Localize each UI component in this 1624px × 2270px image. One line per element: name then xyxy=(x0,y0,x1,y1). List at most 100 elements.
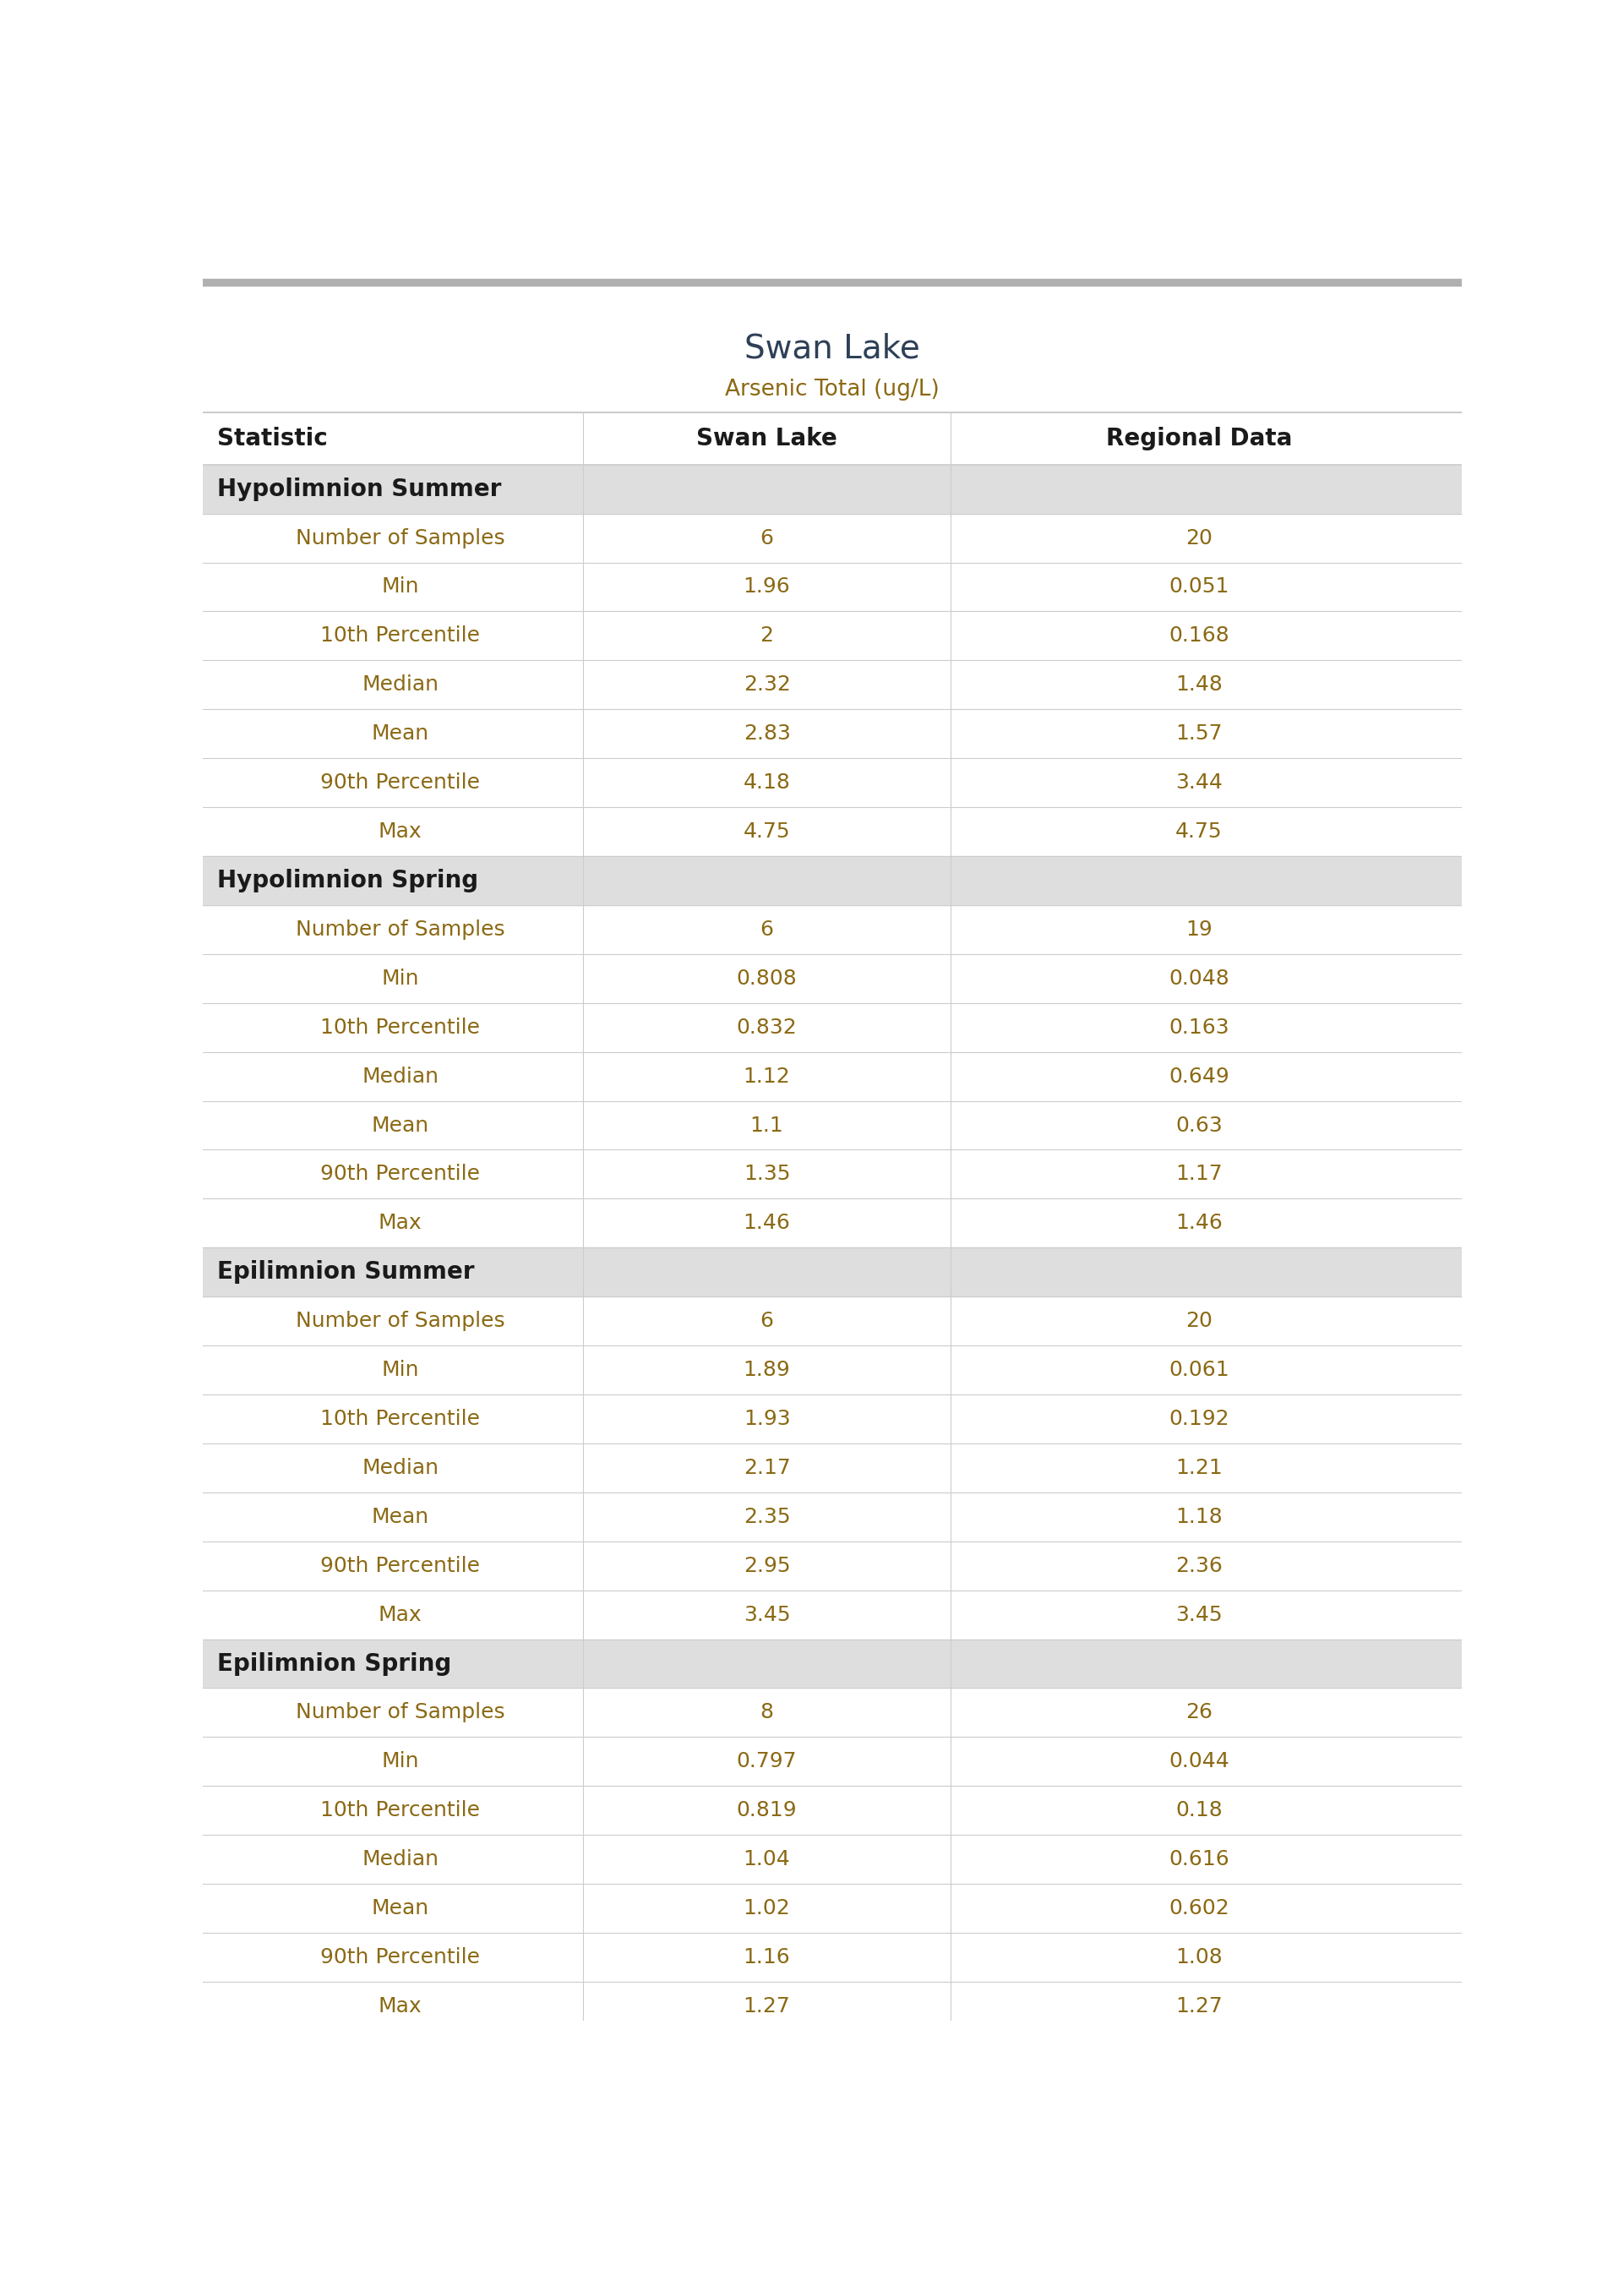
Text: 19: 19 xyxy=(1186,919,1212,940)
Text: Swan Lake: Swan Lake xyxy=(697,427,838,449)
Text: 90th Percentile: 90th Percentile xyxy=(320,1948,481,1968)
Bar xyxy=(203,563,1462,611)
Text: 1.46: 1.46 xyxy=(744,1212,791,1233)
Bar xyxy=(203,1249,1462,1296)
Bar xyxy=(203,1151,1462,1199)
Bar xyxy=(203,1834,1462,1884)
Text: Median: Median xyxy=(362,1457,438,1478)
Bar xyxy=(203,1003,1462,1051)
Text: Swan Lake: Swan Lake xyxy=(744,334,921,365)
Text: Arsenic Total (ug/L): Arsenic Total (ug/L) xyxy=(724,379,940,400)
Bar xyxy=(203,1982,1462,2032)
Text: 1.12: 1.12 xyxy=(744,1067,791,1087)
Text: 1.21: 1.21 xyxy=(1176,1457,1223,1478)
Text: 1.35: 1.35 xyxy=(744,1165,791,1185)
Bar xyxy=(203,808,1462,856)
Text: 90th Percentile: 90th Percentile xyxy=(320,1165,481,1185)
Text: 3.45: 3.45 xyxy=(744,1605,791,1625)
Text: 4.75: 4.75 xyxy=(744,822,791,842)
Text: 3.44: 3.44 xyxy=(1176,772,1223,792)
Text: 1.17: 1.17 xyxy=(1176,1165,1223,1185)
Text: 2.95: 2.95 xyxy=(744,1555,791,1575)
Text: 10th Percentile: 10th Percentile xyxy=(320,1410,481,1430)
Bar xyxy=(203,1884,1462,1932)
Text: 1.18: 1.18 xyxy=(1176,1507,1223,1528)
Bar xyxy=(203,661,1462,708)
Text: Min: Min xyxy=(382,1360,419,1380)
Text: 2.17: 2.17 xyxy=(744,1457,791,1478)
Text: Median: Median xyxy=(362,1067,438,1087)
Text: Median: Median xyxy=(362,674,438,695)
Text: 1.89: 1.89 xyxy=(744,1360,791,1380)
Text: Epilimnion Summer: Epilimnion Summer xyxy=(218,1260,474,1285)
Text: 4.75: 4.75 xyxy=(1176,822,1223,842)
Text: 20: 20 xyxy=(1186,529,1213,547)
Text: 2.32: 2.32 xyxy=(744,674,791,695)
Text: 0.044: 0.044 xyxy=(1169,1752,1229,1771)
Bar xyxy=(203,1296,1462,1346)
Text: 1.27: 1.27 xyxy=(744,1995,791,2016)
Text: 6: 6 xyxy=(760,529,773,547)
Bar xyxy=(203,906,1462,953)
Text: 0.616: 0.616 xyxy=(1169,1850,1229,1870)
Bar xyxy=(203,708,1462,758)
Text: 10th Percentile: 10th Percentile xyxy=(320,1800,481,1821)
Text: 0.832: 0.832 xyxy=(737,1017,797,1037)
Text: 0.18: 0.18 xyxy=(1176,1800,1223,1821)
Text: 1.02: 1.02 xyxy=(744,1898,791,1918)
Text: 0.163: 0.163 xyxy=(1169,1017,1229,1037)
Text: Min: Min xyxy=(382,577,419,597)
Text: 1.93: 1.93 xyxy=(744,1410,791,1430)
Text: 6: 6 xyxy=(760,1310,773,1330)
Text: 3.45: 3.45 xyxy=(1176,1605,1223,1625)
Bar xyxy=(203,758,1462,808)
Text: Max: Max xyxy=(378,1995,422,2016)
Text: 0.808: 0.808 xyxy=(737,969,797,990)
Text: 4.18: 4.18 xyxy=(744,772,791,792)
Text: 0.602: 0.602 xyxy=(1169,1898,1229,1918)
Text: Mean: Mean xyxy=(372,1115,429,1135)
Text: 2.36: 2.36 xyxy=(1176,1555,1223,1575)
Text: 1.57: 1.57 xyxy=(1176,724,1223,745)
Text: 0.649: 0.649 xyxy=(1169,1067,1229,1087)
Bar xyxy=(203,1199,1462,1249)
Text: 26: 26 xyxy=(1186,1702,1213,1723)
Text: 0.63: 0.63 xyxy=(1176,1115,1223,1135)
Text: Max: Max xyxy=(378,822,422,842)
Text: 0.051: 0.051 xyxy=(1169,577,1229,597)
Text: Median: Median xyxy=(362,1850,438,1870)
Text: 0.192: 0.192 xyxy=(1169,1410,1229,1430)
Bar xyxy=(203,1541,1462,1591)
Text: Hypolimnion Spring: Hypolimnion Spring xyxy=(218,869,479,892)
Bar xyxy=(203,1101,1462,1151)
Text: 1.16: 1.16 xyxy=(744,1948,791,1968)
Text: Min: Min xyxy=(382,969,419,990)
Bar xyxy=(203,1051,1462,1101)
Text: Number of Samples: Number of Samples xyxy=(296,1702,505,1723)
Text: 10th Percentile: 10th Percentile xyxy=(320,1017,481,1037)
Text: 90th Percentile: 90th Percentile xyxy=(320,1555,481,1575)
Bar xyxy=(203,1689,1462,1737)
Text: 2.35: 2.35 xyxy=(744,1507,791,1528)
Text: 1.27: 1.27 xyxy=(1176,1995,1223,2016)
Text: Mean: Mean xyxy=(372,1507,429,1528)
Bar xyxy=(203,856,1462,906)
Text: 6: 6 xyxy=(760,919,773,940)
Bar xyxy=(203,513,1462,563)
Text: 1.46: 1.46 xyxy=(1176,1212,1223,1233)
Text: Statistic: Statistic xyxy=(218,427,328,449)
Text: Min: Min xyxy=(382,1752,419,1771)
Bar xyxy=(203,611,1462,661)
Text: Mean: Mean xyxy=(372,724,429,745)
Text: 1.1: 1.1 xyxy=(750,1115,784,1135)
Text: Epilimnion Spring: Epilimnion Spring xyxy=(218,1653,451,1675)
Text: 10th Percentile: 10th Percentile xyxy=(320,627,481,647)
Text: Max: Max xyxy=(378,1212,422,1233)
Bar xyxy=(203,1394,1462,1444)
Text: 2: 2 xyxy=(760,627,773,647)
Text: 0.061: 0.061 xyxy=(1169,1360,1229,1380)
Text: 2.83: 2.83 xyxy=(744,724,791,745)
Bar xyxy=(203,1591,1462,1639)
Bar xyxy=(203,953,1462,1003)
Bar xyxy=(203,1786,1462,1834)
